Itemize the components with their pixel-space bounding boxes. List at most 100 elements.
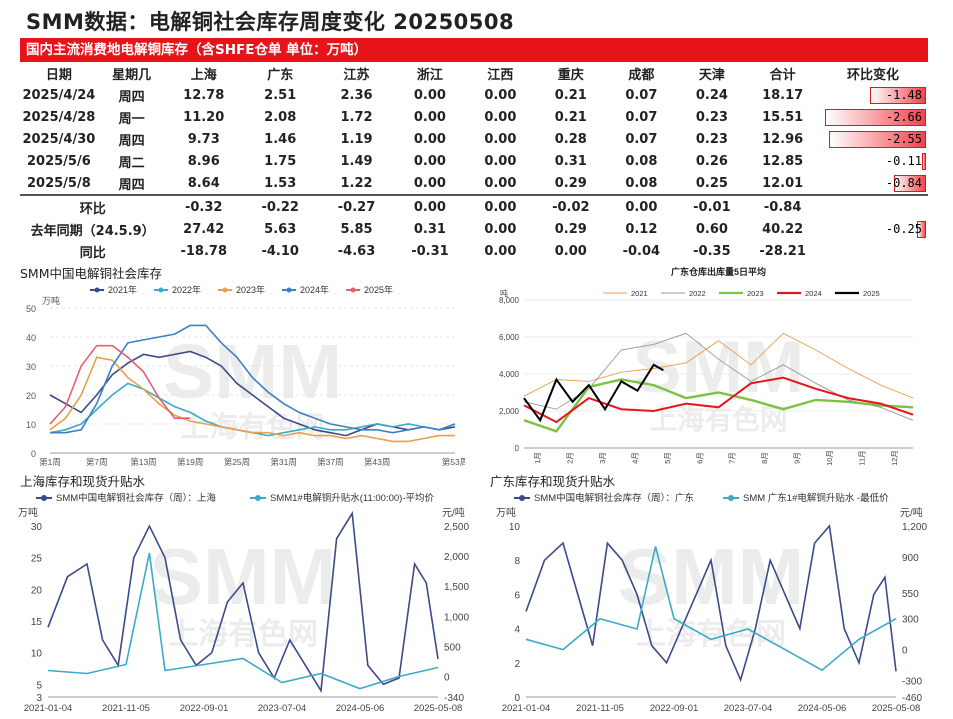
cell-value: -28.21 (759, 243, 806, 259)
cell-value: 0.31 (413, 221, 446, 237)
series-line (525, 546, 897, 672)
column-header: 天津 (698, 67, 725, 83)
cell-value: 0.00 (413, 87, 446, 103)
cell-value: 12.78 (183, 87, 225, 103)
cell-value: 0.00 (413, 175, 446, 191)
x-tick-label: 2021-01-04 (502, 703, 551, 714)
x-tick-label: 1月 (533, 452, 542, 464)
series-line-2024 (523, 376, 914, 424)
y-left-tick-label: 5 (36, 680, 42, 691)
watermark-text: 上海有色网 (650, 404, 788, 435)
x-tick-label: 6月 (695, 452, 704, 464)
change-bar (824, 109, 926, 126)
change-value: -0.84 (885, 176, 922, 190)
cell-value: 0.12 (625, 221, 658, 237)
change-bar (894, 175, 926, 192)
cell-value: 1.72 (340, 109, 373, 125)
cell-date: 2025/5/6 (27, 153, 91, 169)
cell-value: 1.75 (264, 153, 297, 169)
summary-row: 环比 -0.32 -0.22 -0.27 0.00 0.00 -0.02 0.00 -0.01-… (20, 194, 928, 218)
y-left-tick-label: 6 (514, 590, 520, 601)
cell-weekday: 周四 (118, 177, 145, 193)
y-tick-label: 30 (26, 362, 36, 372)
cell-weekday: 周四 (118, 89, 145, 105)
cell-value: -0.01 (676, 194, 748, 218)
cell-value: 1.46 (264, 131, 297, 147)
y-tick-label: 0 (515, 444, 520, 453)
legend-label: SMM 广东1#电解铜升贴水 -最低价 (743, 492, 889, 504)
legend-marker (519, 495, 525, 501)
legend-label: SMM中国电解铜社会库存（周）：广东 (534, 492, 694, 504)
cell-value: -0.35 (693, 243, 731, 259)
cell-value: -18.78 (180, 243, 227, 259)
table-row: 2025/4/28 周一 11.20 2.08 1.72 0.00 0.00 0.21 0.07… (20, 106, 928, 128)
cell-value: 9.73 (187, 131, 220, 147)
x-tick-label: 2021-11-05 (102, 703, 150, 714)
x-tick-label: 2025-05-08 (414, 703, 463, 714)
cell-value: 0.24 (695, 87, 728, 103)
x-tick-label: 第13周 (130, 457, 156, 467)
x-tick-label: 3月 (598, 452, 607, 464)
x-tick-label: 2025-05-08 (872, 703, 921, 714)
x-tick-label: 2022-09-01 (650, 703, 699, 714)
change-cell: -1.48 (818, 84, 928, 106)
x-tick-label: 2021-01-04 (24, 703, 73, 714)
cell-value: 2.36 (340, 87, 373, 103)
cell-value: 2.51 (264, 87, 297, 103)
cell-value: -0.31 (411, 243, 449, 259)
y-right-tick-label: 300 (902, 615, 919, 626)
cell-value: 0.00 (484, 131, 517, 147)
x-tick-label: 11月 (857, 450, 866, 465)
y-right-tick-label: 2,500 (444, 522, 469, 533)
x-tick-label: 2022-09-01 (180, 703, 229, 714)
cell-weekday: 周一 (118, 111, 145, 127)
summary-row: 去年同期（24.5.9） 27.42 5.63 5.85 0.31 0.00 0.29 0.1… (20, 218, 928, 240)
column-header: 浙江 (416, 67, 443, 83)
table-row: 2025/4/24 周四 12.78 2.51 2.36 0.00 0.00 0.21 0.07… (20, 84, 928, 106)
cell-value: 0.00 (413, 131, 446, 147)
y-right-tick-label: 900 (902, 553, 919, 564)
cell-value: 0.00 (484, 87, 517, 103)
cell-value: 0.00 (413, 153, 446, 169)
cell-value: 1.49 (340, 153, 373, 169)
y-tick-label: 40 (26, 333, 36, 343)
y-left-unit: 万吨 (496, 506, 516, 519)
cell-value: 0.07 (625, 87, 658, 103)
summary-label: 去年同期（24.5.9） (30, 223, 155, 239)
x-tick-label: 2021-11-05 (576, 703, 624, 714)
cell-value: 15.51 (762, 109, 804, 125)
watermark-text: 上海有色网 (181, 410, 325, 443)
cell-value: 0.07 (625, 131, 658, 147)
table-row: 2025/5/8 周四 8.64 1.53 1.22 0.00 0.00 0.29 0.08 0.… (20, 172, 928, 195)
cell-value: 8.96 (187, 153, 220, 169)
y-left-tick-label: 3 (36, 693, 42, 704)
y-left-tick-label: 10 (509, 522, 521, 533)
change-value: -2.55 (885, 132, 922, 146)
chart-title: 广东仓库出库量5日平均 (671, 266, 766, 277)
cell-date: 2025/4/28 (22, 109, 96, 125)
cell-value: 1.53 (264, 175, 297, 191)
x-tick-label: 2023-07-04 (724, 703, 773, 714)
x-tick-label: 第37周 (317, 457, 343, 467)
panel-title-guangdong: 广东库存和现货升贴水 (490, 474, 616, 489)
cell-value: 0.00 (465, 194, 536, 218)
cell-value: -0.04 (622, 243, 661, 259)
cell-value: 0.23 (695, 131, 728, 147)
y-left-tick-label: 4 (514, 625, 520, 636)
change-cell (818, 194, 928, 218)
cell-value: 0.00 (484, 221, 517, 237)
cell-value: 0.00 (484, 109, 517, 125)
cell-value: 0.25 (695, 175, 728, 191)
x-tick-label: 第43周 (364, 457, 390, 467)
legend-marker (94, 287, 100, 293)
table-body: 2025/4/24 周四 12.78 2.51 2.36 0.00 0.00 0.21 0.07… (20, 84, 928, 262)
legend-marker (286, 287, 292, 293)
x-tick-label: 第19周 (177, 457, 203, 467)
watermark-logo: SMM (163, 329, 342, 415)
change-value: -0.11 (885, 154, 922, 168)
cell-value: 12.96 (762, 131, 804, 147)
summary-label: 同比 (79, 245, 106, 261)
legend-label: 2023年 (236, 284, 265, 295)
